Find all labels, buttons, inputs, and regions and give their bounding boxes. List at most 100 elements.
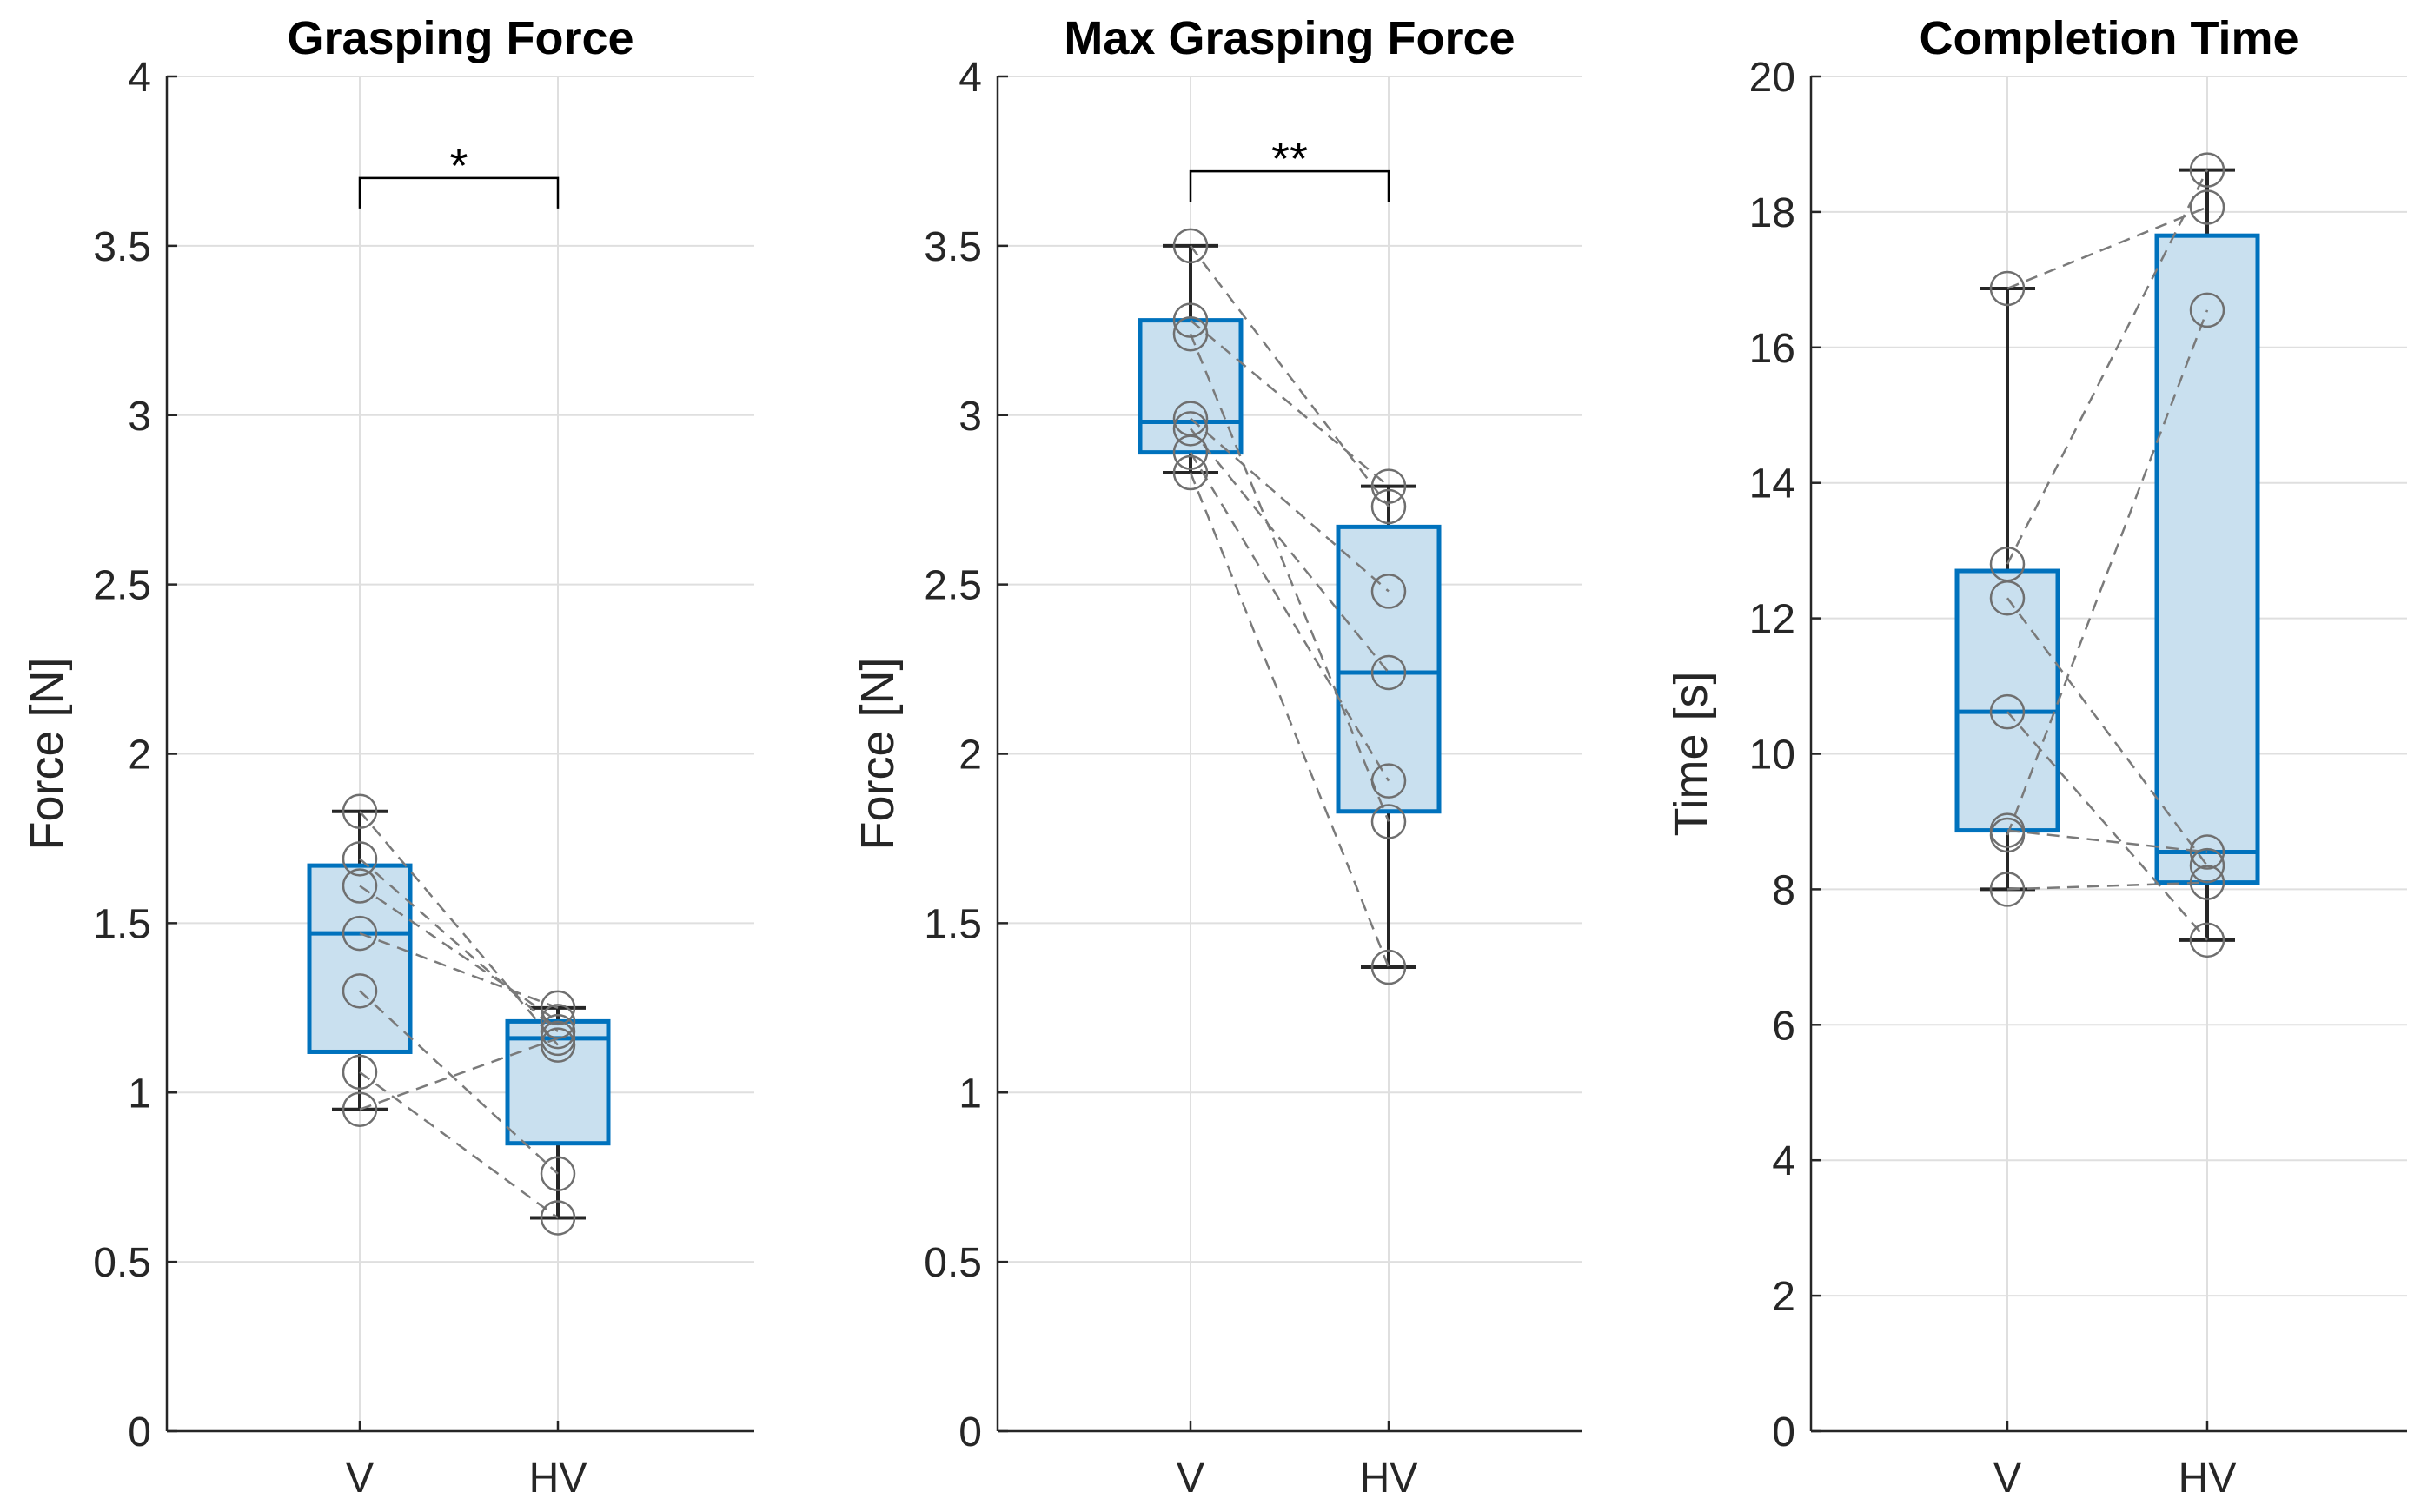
y-axis-label: Force [N] [852, 657, 904, 850]
box-HV [1336, 524, 1442, 814]
data-point [1172, 228, 1209, 264]
y-tick-label: 6 [1772, 1003, 1795, 1049]
y-tick-label: 4 [128, 55, 151, 101]
pair-line [359, 885, 559, 1023]
data-point [1370, 488, 1407, 525]
box-V [1954, 568, 2060, 833]
pair-line [359, 1037, 559, 1111]
x-tick-label: HV [1360, 1456, 1418, 1502]
data-point [1989, 817, 2026, 853]
y-tick-label: 2.5 [924, 563, 982, 609]
y-tick-label: 2.5 [93, 563, 151, 609]
y-tick-label: 4 [1772, 1138, 1795, 1184]
y-tick-label: 0.5 [93, 1240, 151, 1286]
y-tick-label: 1 [958, 1071, 982, 1117]
y-tick-label: 20 [1749, 55, 1795, 101]
data-point [1172, 434, 1209, 470]
data-point [540, 1200, 576, 1236]
pair-line [1189, 451, 1390, 782]
data-point [1370, 763, 1407, 799]
pair-line [2006, 597, 2209, 866]
y-tick-label: 14 [1749, 461, 1795, 507]
data-point [342, 1054, 378, 1091]
y-tick-label: 18 [1749, 190, 1795, 236]
pair-line [1189, 333, 1390, 822]
chart-title: Max Grasping Force [1064, 12, 1515, 64]
significance-label: * [449, 140, 468, 192]
box-V [1138, 318, 1244, 455]
data-point [1989, 872, 2026, 907]
data-point [540, 990, 576, 1026]
data-point [1370, 949, 1407, 985]
y-tick-label: 3.5 [93, 224, 151, 270]
x-tick-label: HV [529, 1456, 587, 1502]
box-HV [2154, 233, 2260, 885]
data-point [540, 1156, 576, 1192]
y-tick-label: 2 [128, 733, 151, 779]
data-point [540, 1004, 576, 1039]
significance-bracket [358, 176, 560, 209]
y-tick-label: 16 [1749, 326, 1795, 372]
data-point [342, 841, 378, 877]
pair-line [2006, 829, 2208, 853]
data-point [342, 868, 378, 904]
pair-line [1190, 417, 1390, 593]
data-point [2189, 292, 2225, 328]
pair-line [1190, 428, 1390, 673]
chart-title: Completion Time [1919, 12, 2298, 64]
data-point [1172, 411, 1209, 447]
data-point [540, 1020, 576, 1057]
y-tick-label: 0 [1772, 1409, 1795, 1456]
y-tick-label: 3 [128, 394, 151, 440]
box-HV [505, 1018, 611, 1146]
pair-line [359, 932, 559, 1009]
pair-line [2006, 309, 2209, 836]
data-point [1370, 654, 1407, 691]
data-point [1172, 315, 1209, 352]
y-tick-label: 1.5 [93, 901, 151, 947]
y-tick-label: 0 [128, 1409, 151, 1456]
y-tick-label: 0.5 [924, 1240, 982, 1286]
data-point [2189, 152, 2225, 188]
y-tick-label: 4 [958, 55, 982, 101]
pair-line [359, 810, 559, 1046]
data-point [1370, 574, 1407, 609]
pair-line [359, 1071, 559, 1219]
data-point [1989, 270, 2026, 307]
y-tick-label: 12 [1749, 597, 1795, 643]
y-tick-label: 3.5 [924, 224, 982, 270]
data-point [1370, 804, 1407, 839]
data-point [342, 793, 378, 830]
chart-title: Grasping Force [287, 12, 633, 64]
data-point [342, 973, 378, 1009]
data-point [1370, 468, 1407, 504]
data-point [1989, 580, 2026, 616]
pair-line [2006, 206, 2208, 290]
x-tick-label: V [346, 1456, 374, 1502]
x-tick-label: V [1177, 1456, 1204, 1502]
data-point [1172, 302, 1209, 338]
y-tick-label: 3 [958, 394, 982, 440]
chart-panel-3: 0 2 4 6 8 10 12 14 16 18 20 V HV Completion Time Time … [1665, 12, 2407, 1502]
data-point [2189, 847, 2225, 884]
pair-line [1189, 472, 1390, 968]
y-tick-label: 10 [1749, 733, 1795, 779]
y-tick-label: 0 [958, 1409, 982, 1456]
chart-panel-2: 0 0.5 1 1.5 2 2.5 3 3.5 4 V HV Max Grasping Force Fo… [852, 12, 1582, 1502]
x-tick-label: HV [2179, 1456, 2237, 1502]
pair-line [2006, 169, 2209, 565]
pair-line [359, 858, 559, 1033]
data-point [2189, 834, 2225, 870]
y-tick-label: 1.5 [924, 901, 982, 947]
data-point [342, 915, 378, 952]
data-point [1989, 693, 2026, 730]
chart-panel-1: 0 0.5 1 1.5 2 2.5 3 3.5 4 V HV Grasping Force Force … [21, 12, 754, 1502]
y-tick-label: 2 [958, 733, 982, 779]
y-axis-label: Time [s] [1665, 671, 1717, 836]
y-tick-label: 1 [128, 1071, 151, 1117]
significance-label: ** [1271, 133, 1308, 185]
x-tick-label: V [1993, 1456, 2021, 1502]
pair-line [359, 990, 559, 1175]
data-point [2189, 922, 2225, 958]
